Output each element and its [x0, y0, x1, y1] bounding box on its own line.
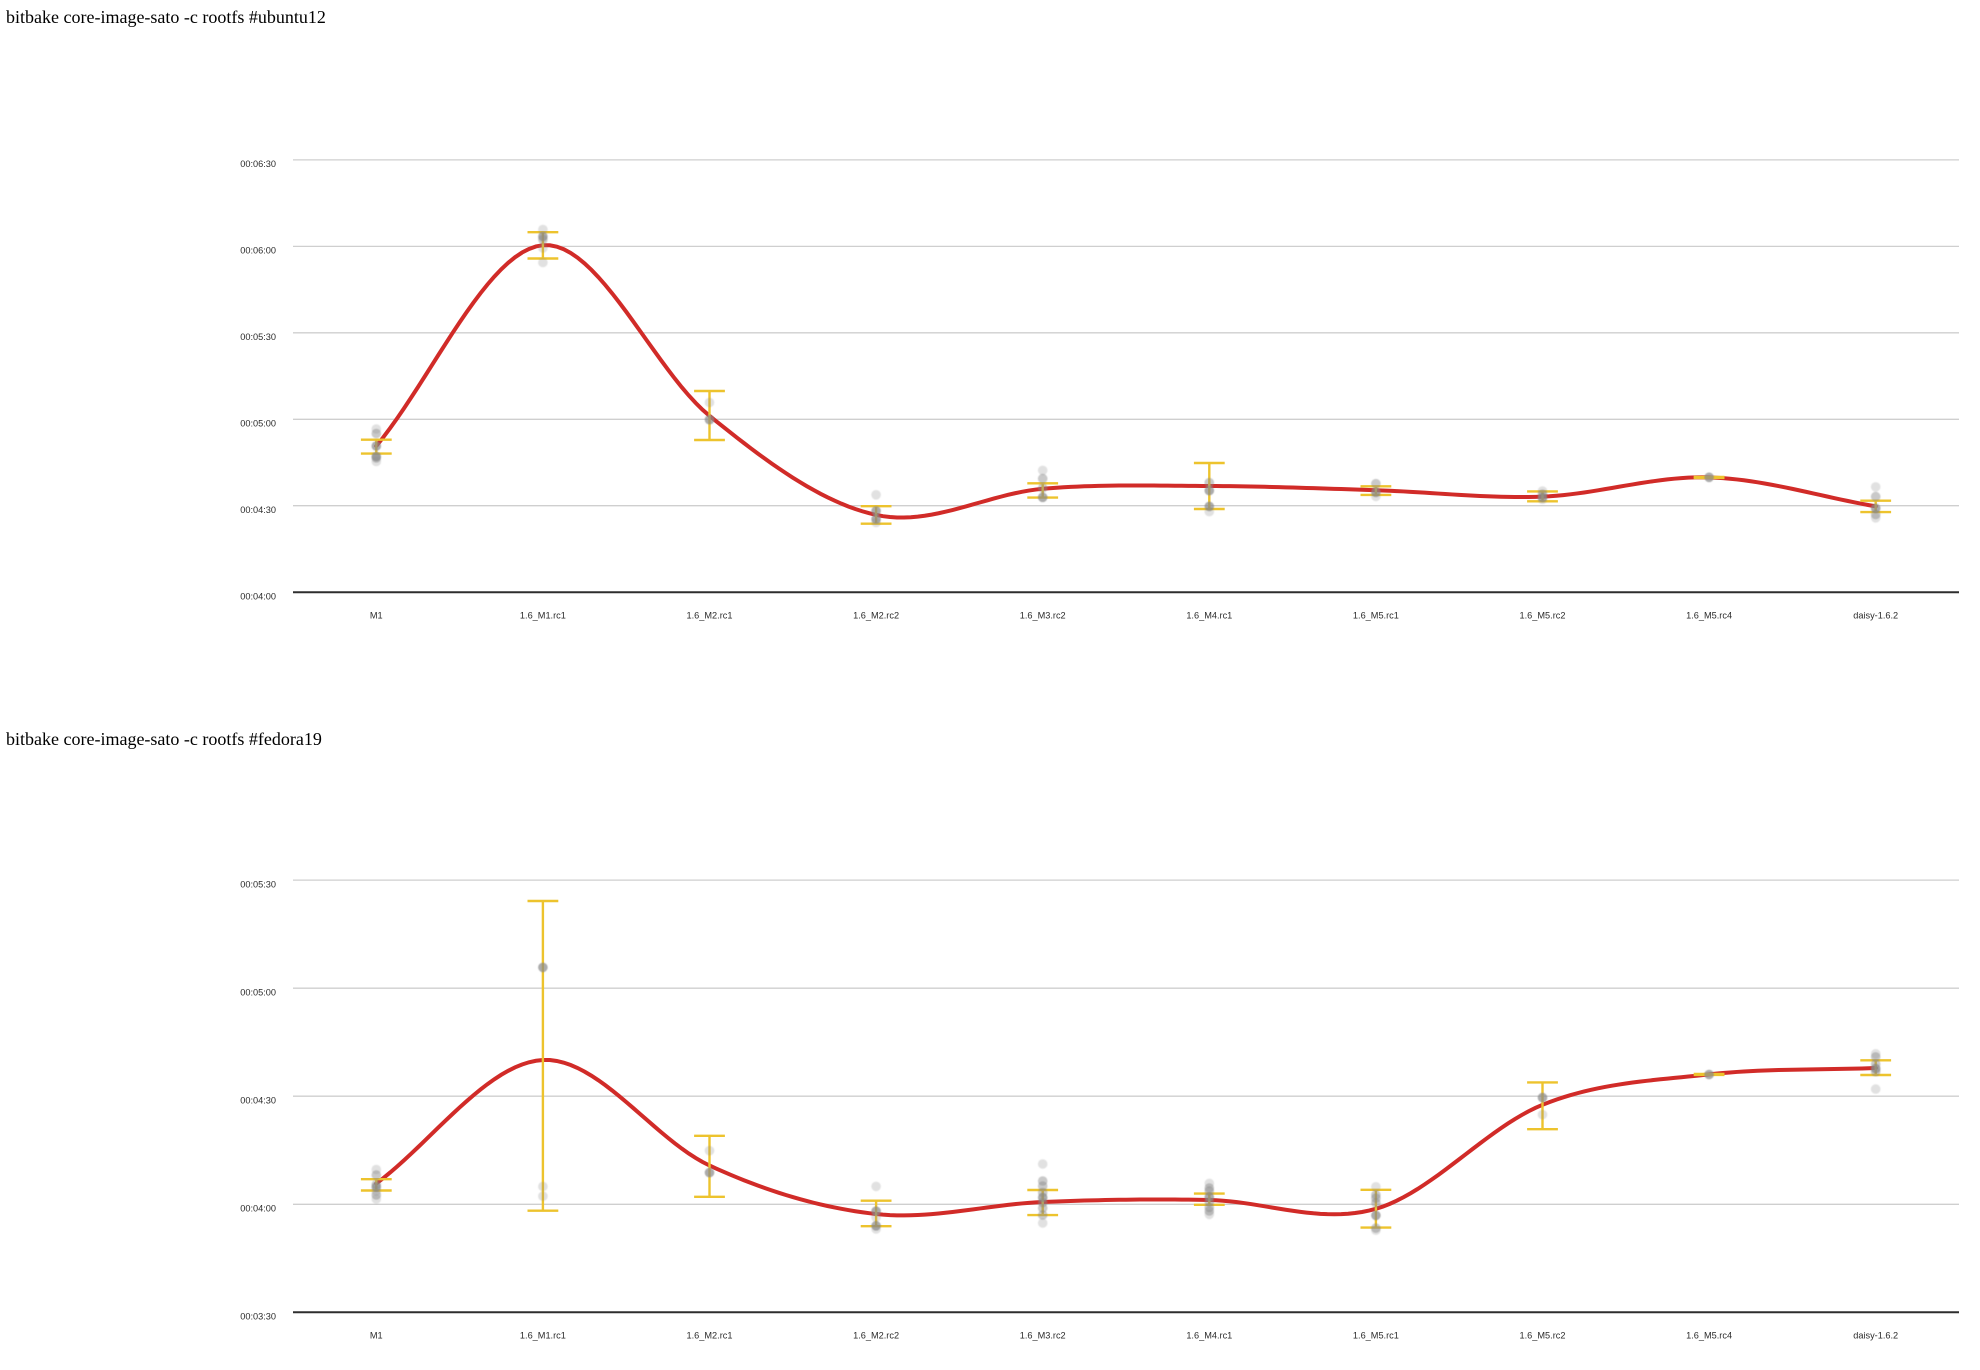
svg-text:00:05:00: 00:05:00	[240, 988, 276, 998]
svg-text:daisy-1.6.2: daisy-1.6.2	[1853, 1330, 1898, 1340]
svg-text:daisy-1.6.2: daisy-1.6.2	[1853, 611, 1898, 621]
svg-text:1.6_M2.rc2: 1.6_M2.rc2	[853, 1330, 899, 1340]
svg-text:00:04:00: 00:04:00	[240, 592, 276, 602]
svg-text:00:05:00: 00:05:00	[240, 419, 276, 429]
svg-text:1.6_M3.rc2: 1.6_M3.rc2	[1020, 611, 1066, 621]
svg-text:1.6_M2.rc1: 1.6_M2.rc1	[687, 611, 733, 621]
svg-text:bitbake core-image-sato -c roo: bitbake core-image-sato -c rootfs #ubunt…	[6, 7, 326, 27]
svg-text:00:06:30: 00:06:30	[240, 159, 276, 169]
svg-text:00:04:00: 00:04:00	[240, 1204, 276, 1214]
svg-text:1.6_M5.rc2: 1.6_M5.rc2	[1520, 1330, 1566, 1340]
svg-text:1.6_M4.rc1: 1.6_M4.rc1	[1186, 1330, 1232, 1340]
svg-text:bitbake core-image-sato -c roo: bitbake core-image-sato -c rootfs #fedor…	[6, 729, 322, 749]
svg-text:1.6_M5.rc4: 1.6_M5.rc4	[1686, 1330, 1732, 1340]
svg-text:M1: M1	[370, 611, 383, 621]
svg-text:1.6_M5.rc4: 1.6_M5.rc4	[1686, 611, 1732, 621]
svg-text:1.6_M5.rc2: 1.6_M5.rc2	[1520, 611, 1566, 621]
svg-text:00:03:30: 00:03:30	[240, 1312, 276, 1322]
svg-text:M1: M1	[370, 1330, 383, 1340]
svg-text:1.6_M3.rc2: 1.6_M3.rc2	[1020, 1330, 1066, 1340]
svg-text:1.6_M4.rc1: 1.6_M4.rc1	[1186, 611, 1232, 621]
svg-text:1.6_M5.rc1: 1.6_M5.rc1	[1353, 611, 1399, 621]
svg-text:00:05:30: 00:05:30	[240, 332, 276, 342]
svg-text:00:04:30: 00:04:30	[240, 1096, 276, 1106]
svg-text:1.6_M5.rc1: 1.6_M5.rc1	[1353, 1330, 1399, 1340]
svg-text:1.6_M2.rc1: 1.6_M2.rc1	[687, 1330, 733, 1340]
svg-text:00:06:00: 00:06:00	[240, 246, 276, 256]
svg-text:1.6_M1.rc1: 1.6_M1.rc1	[520, 611, 566, 621]
svg-text:1.6_M1.rc1: 1.6_M1.rc1	[520, 1330, 566, 1340]
svg-text:00:05:30: 00:05:30	[240, 879, 276, 889]
svg-text:00:04:30: 00:04:30	[240, 505, 276, 515]
svg-text:1.6_M2.rc2: 1.6_M2.rc2	[853, 611, 899, 621]
